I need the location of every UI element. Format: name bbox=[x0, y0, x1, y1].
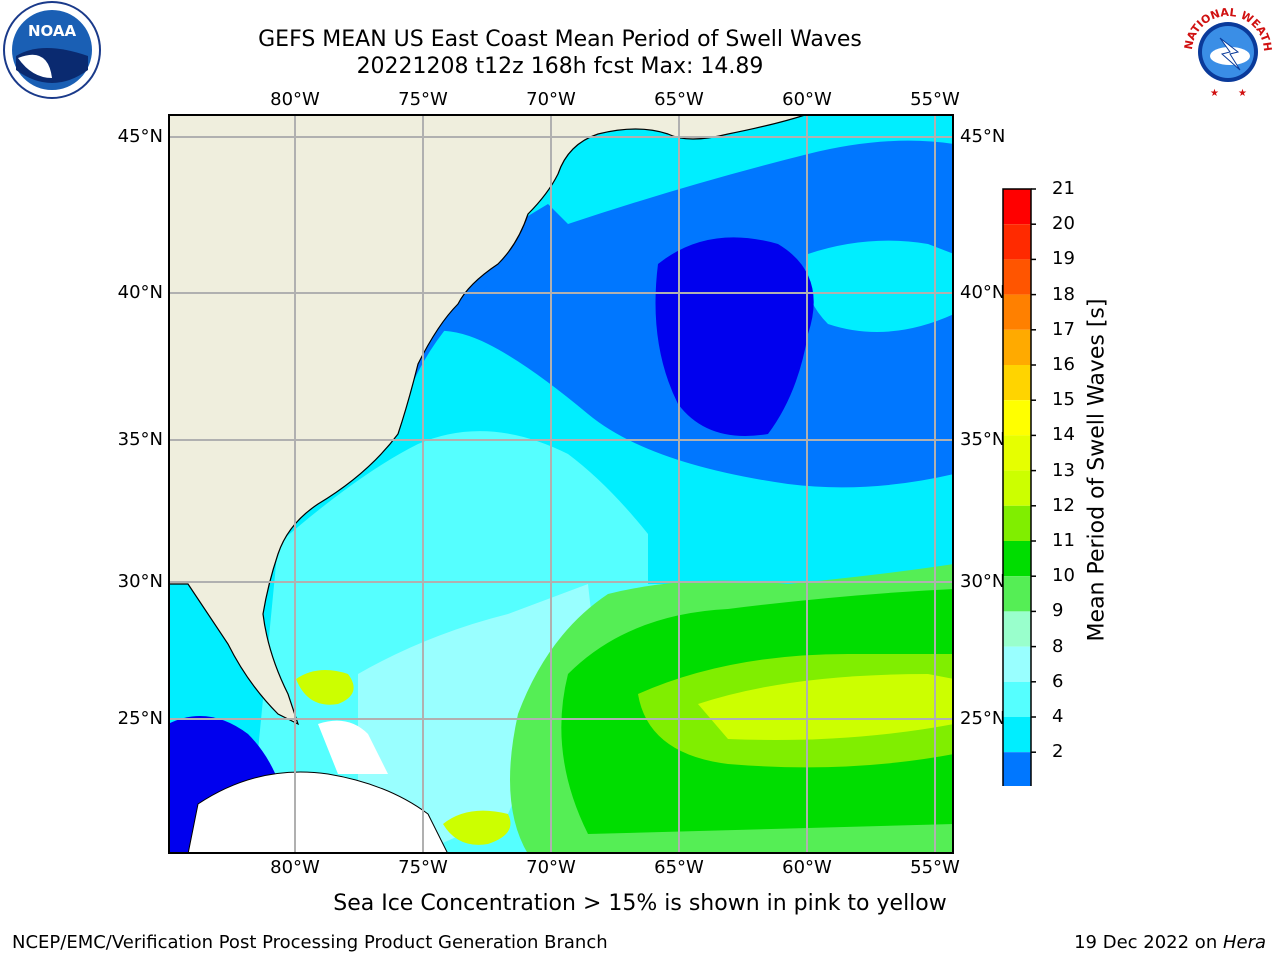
colorbar-tick-label: 16 bbox=[1052, 354, 1075, 375]
lon-label-bottom: 55°W bbox=[910, 857, 960, 878]
lon-label-top: 75°W bbox=[398, 89, 448, 110]
colorbar-tick-label: 20 bbox=[1052, 213, 1075, 235]
swell-pocket-yellow bbox=[296, 670, 354, 705]
colorbar-tick-label: 8 bbox=[1052, 635, 1064, 657]
colorbar-segment bbox=[1003, 224, 1031, 260]
colorbar-segment bbox=[1003, 611, 1031, 647]
colorbar-segment bbox=[1003, 259, 1031, 295]
colorbar-tick-label: 18 bbox=[1052, 283, 1075, 305]
nws-logo-icon: NATIONAL WEATHER SERVICE ★ ★ bbox=[1178, 0, 1275, 99]
colorbar-tick-label: 9 bbox=[1052, 600, 1064, 622]
swell-pocket-yellow-south bbox=[443, 810, 511, 845]
lat-label-right: 30°N bbox=[960, 571, 1006, 592]
colorbar-label: Mean Period of Swell Waves [s] bbox=[1084, 298, 1110, 642]
colorbar-tick-label: 19 bbox=[1052, 248, 1075, 270]
lon-label-bottom: 60°W bbox=[782, 857, 832, 878]
map-frame bbox=[168, 114, 954, 854]
colorbar-tick-label: 11 bbox=[1052, 530, 1075, 551]
colorbar-segment bbox=[1003, 752, 1031, 786]
colorbar-segment bbox=[1003, 505, 1031, 541]
colorbar-segment bbox=[1003, 400, 1031, 436]
colorbar-segment bbox=[1003, 717, 1031, 753]
lat-label-left: 45°N bbox=[117, 126, 163, 147]
lat-label-left: 25°N bbox=[117, 708, 163, 729]
lat-label-right: 25°N bbox=[960, 708, 1006, 729]
lat-label-left: 40°N bbox=[117, 282, 163, 303]
swell-band-12-13 bbox=[698, 674, 954, 740]
footer-date-text: 19 Dec 2022 on bbox=[1074, 932, 1223, 953]
colorbar-frame bbox=[1002, 188, 1032, 786]
footer-credit: NCEP/EMC/Verification Post Processing Pr… bbox=[12, 932, 608, 953]
lon-label-bottom: 65°W bbox=[654, 857, 704, 878]
colorbar-segment bbox=[1003, 329, 1031, 365]
swell-period-map bbox=[168, 114, 954, 854]
footer-host: Hera bbox=[1222, 932, 1266, 953]
lon-label-bottom: 75°W bbox=[398, 857, 448, 878]
land-cuba bbox=[187, 771, 449, 854]
colorbar-segment bbox=[1003, 470, 1031, 506]
colorbar-tick-label: 15 bbox=[1052, 389, 1075, 411]
lon-label-top: 60°W bbox=[782, 89, 832, 110]
lon-label-top: 65°W bbox=[654, 89, 704, 110]
colorbar-segment bbox=[1003, 576, 1031, 612]
colorbar-tick-label: 4 bbox=[1052, 706, 1064, 727]
colorbar-tick-label: 21 bbox=[1052, 178, 1075, 199]
colorbar-tick-label: 2 bbox=[1052, 741, 1064, 763]
lon-label-bottom: 70°W bbox=[526, 857, 576, 878]
lon-label-top: 80°W bbox=[270, 89, 320, 110]
colorbar-segment bbox=[1003, 681, 1031, 717]
lon-label-top: 70°W bbox=[526, 89, 576, 110]
lat-label-right: 35°N bbox=[960, 429, 1006, 450]
lat-label-right: 40°N bbox=[960, 282, 1006, 303]
colorbar-segment bbox=[1003, 435, 1031, 471]
map-title: GEFS MEAN US East Coast Mean Period of S… bbox=[258, 27, 862, 52]
noaa-logo-text: NOAA bbox=[28, 22, 77, 40]
colorbar-tick-label: 13 bbox=[1052, 459, 1075, 481]
swell-band-below-2 bbox=[655, 237, 814, 436]
colorbar-tick-label: 12 bbox=[1052, 494, 1075, 516]
bahamas-shallow bbox=[318, 720, 388, 774]
sea-ice-note: Sea Ice Concentration > 15% is shown in … bbox=[333, 891, 947, 916]
noaa-logo-icon: NOAA bbox=[3, 1, 101, 99]
svg-text:★: ★ bbox=[1238, 88, 1247, 99]
graticule bbox=[168, 114, 954, 854]
colorbar-tick-label: 17 bbox=[1052, 318, 1075, 340]
lat-label-left: 30°N bbox=[117, 571, 163, 592]
colorbar-segment bbox=[1003, 365, 1031, 401]
footer-date: 19 Dec 2022 on Hera bbox=[1074, 932, 1266, 953]
colorbar-segment bbox=[1003, 541, 1031, 577]
lat-label-right: 45°N bbox=[960, 126, 1006, 147]
lon-label-top: 55°W bbox=[910, 89, 960, 110]
colorbar-tick-label: 6 bbox=[1052, 670, 1064, 692]
colorbar-tick-label: 14 bbox=[1052, 424, 1075, 446]
colorbar-segment bbox=[1003, 646, 1031, 682]
lon-label-bottom: 80°W bbox=[270, 857, 320, 878]
colorbar-tick-label: 10 bbox=[1052, 565, 1075, 587]
svg-text:★: ★ bbox=[1210, 88, 1219, 99]
swell-band-4-6-patch bbox=[805, 240, 954, 332]
map-subtitle: 20221208 t12z 168h fcst Max: 14.89 bbox=[356, 54, 764, 79]
colorbar-segment bbox=[1003, 189, 1031, 225]
colorbar-segment bbox=[1003, 294, 1031, 330]
lat-label-left: 35°N bbox=[117, 429, 163, 450]
land-north-america bbox=[168, 114, 954, 726]
colorbar bbox=[1002, 188, 1036, 786]
